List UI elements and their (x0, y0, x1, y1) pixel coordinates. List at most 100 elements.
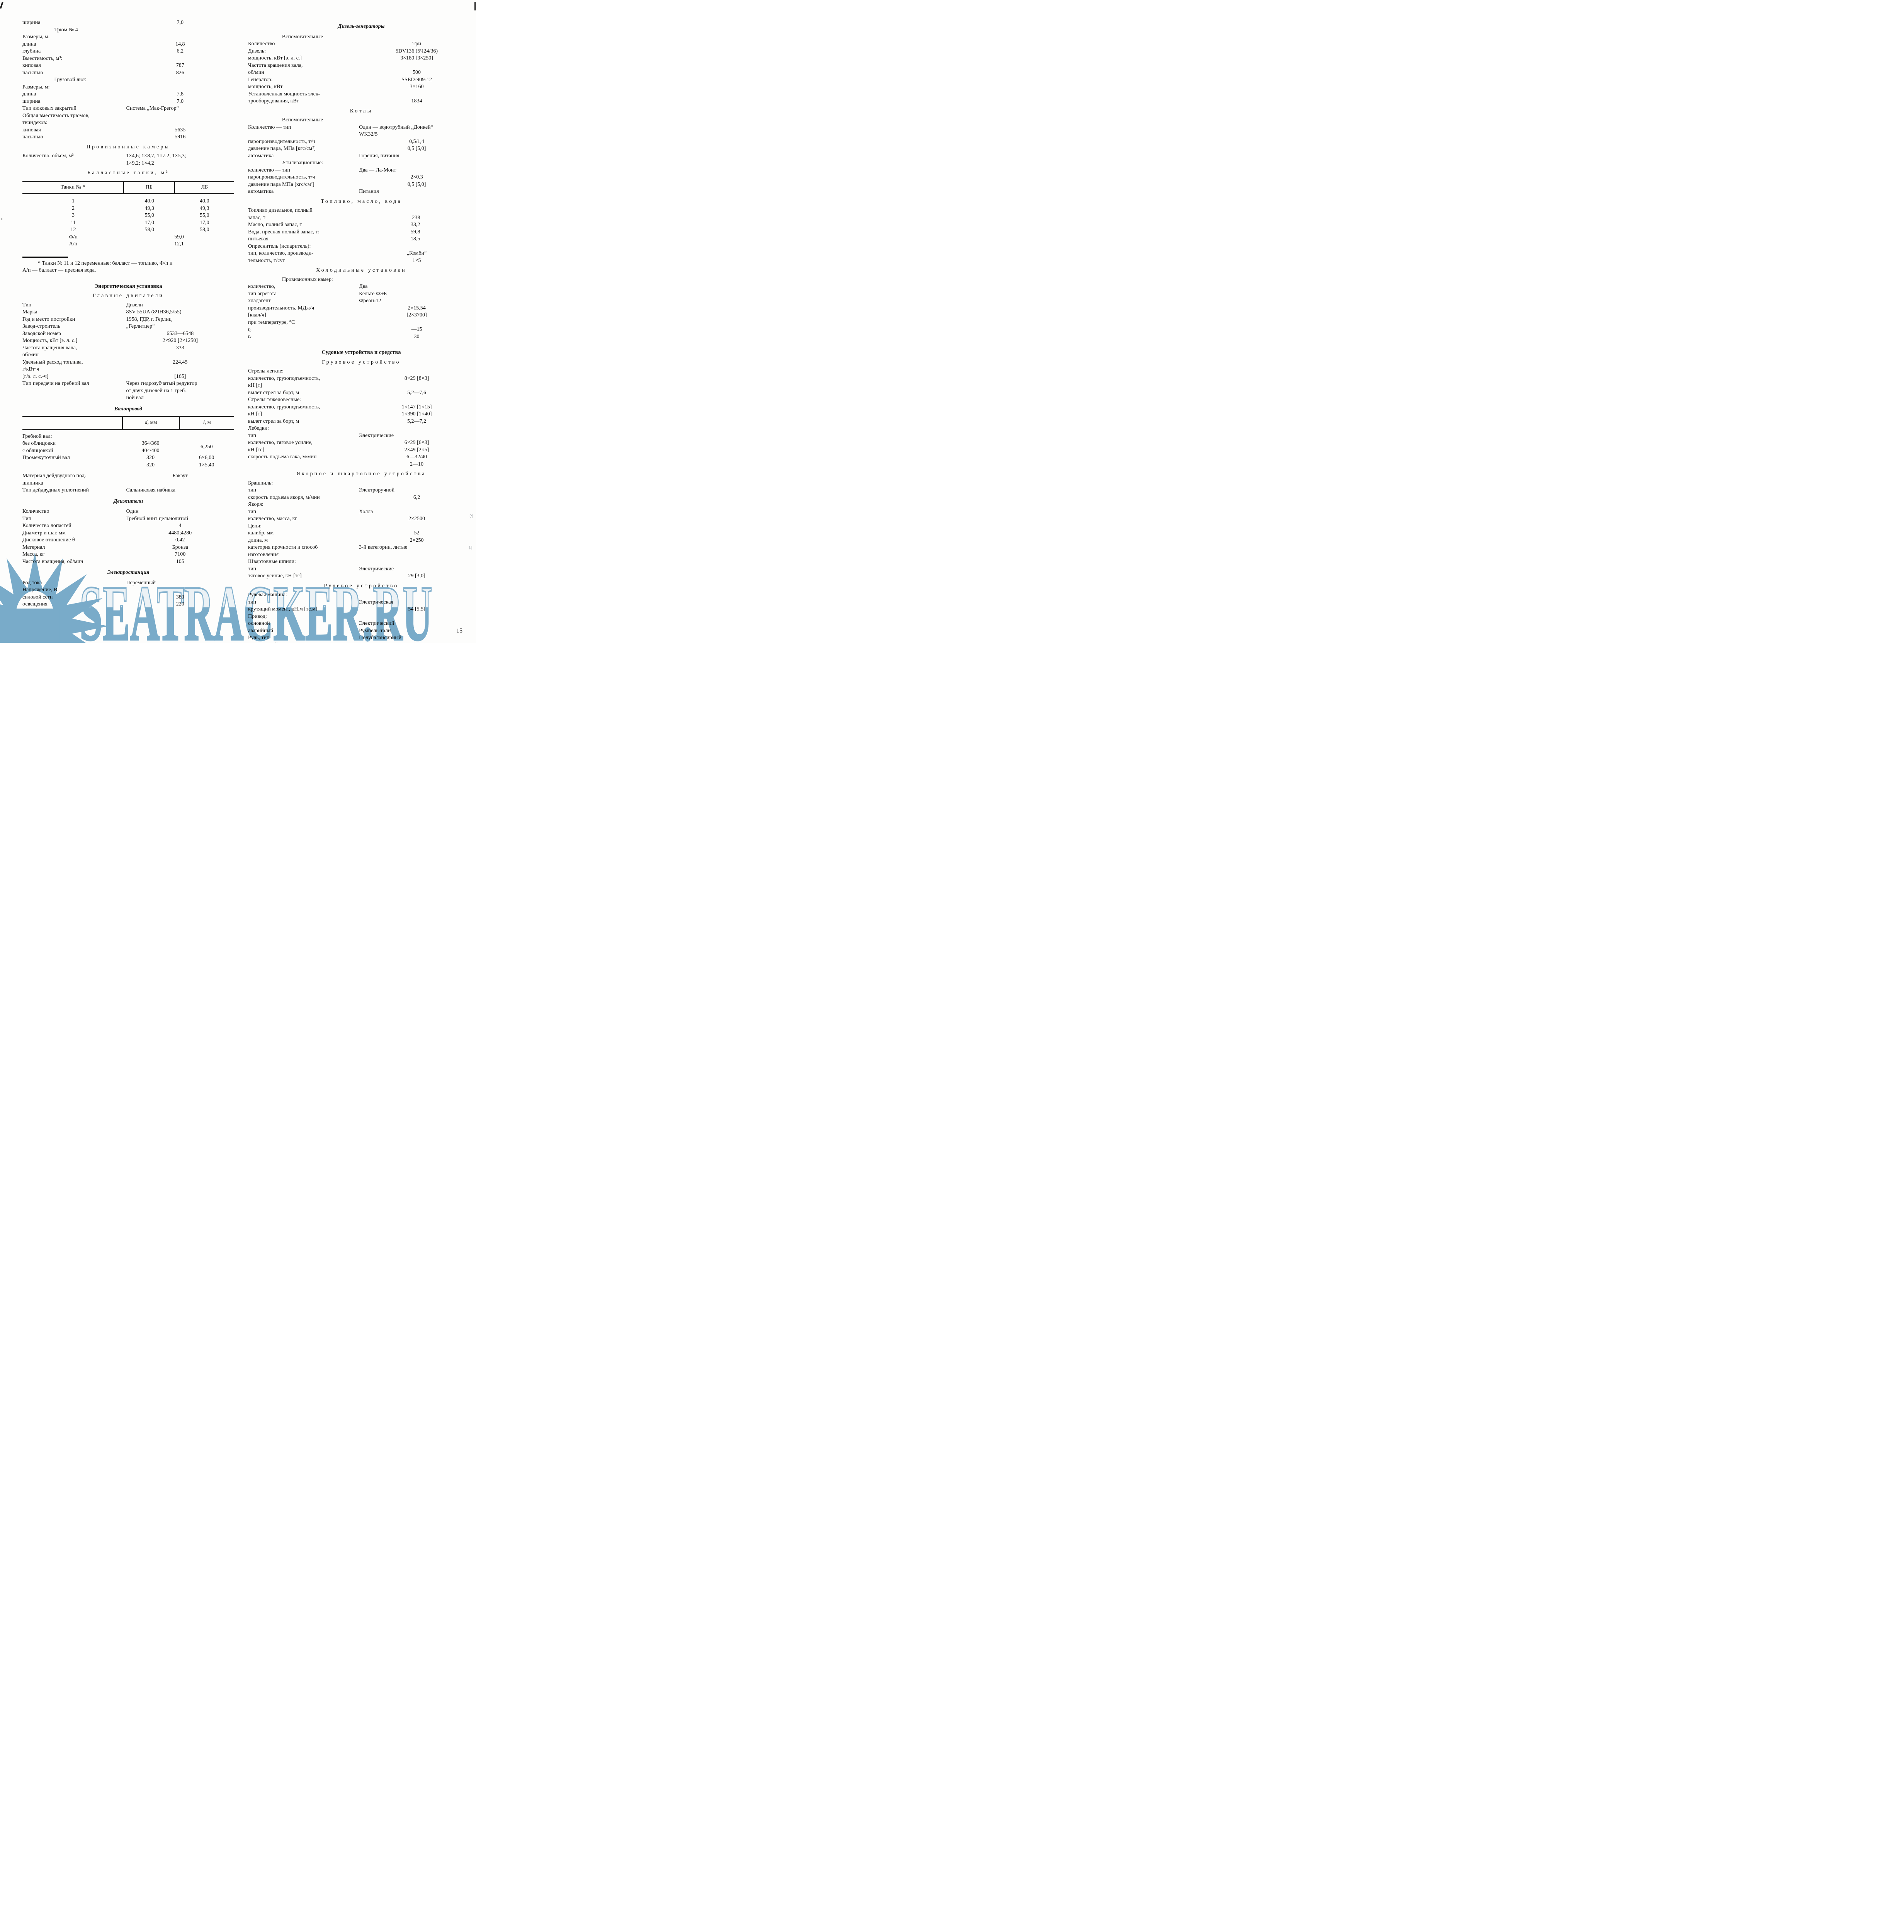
row-label: производительность, МДж/ч (248, 305, 314, 311)
spec-row: тип Электроручной (248, 487, 474, 494)
row-value: Переменный (126, 580, 156, 586)
subsection-heading: Главные двигатели (92, 293, 164, 299)
row-label: Вместимость, м³: (22, 55, 63, 61)
row-value: Три (412, 41, 421, 47)
table-header-symbol: d (144, 420, 148, 425)
row-label: паропроизводительность, т/ч (248, 174, 315, 180)
spec-row: Масса, кг 7100 (22, 551, 234, 558)
row-label: Установленная мощность элек- трооборудов… (248, 91, 320, 104)
spec-row: Материал дейдвудного под- шипника Бакаут (22, 473, 234, 487)
row-value: SSED-909-12 (401, 77, 432, 83)
spec-row: насыпью 5916 (22, 134, 234, 141)
content-columns: ширина 7,0 Трюм № 4 Размеры, м: длина 14,8 глу… (0, 0, 476, 643)
row-value: 0,5 [5,0] (407, 181, 426, 187)
spec-row: Лебедки: (248, 425, 474, 432)
spec-row: количество, грузоподъемность, кН [т] 1×14… (248, 404, 474, 418)
spec-row: Напряжение, В: (22, 587, 234, 594)
row-label: количество, грузоподъемность, кН [т] (248, 375, 320, 389)
spec-row: Диаметр и шаг, мм 4480;4280 (22, 530, 234, 537)
table-cell (22, 462, 122, 469)
spec-row: Мощность, кВт [э. л. с.] 2×920 [2×1250] (22, 337, 234, 345)
spec-row: Частота вращения, об/мин 105 (22, 558, 234, 566)
row-value: 0,5 [5,0] (407, 146, 426, 151)
row-value: 7,8 (177, 91, 184, 97)
spec-row: освещения 220 (22, 601, 234, 608)
spec-row: давление пара, МПа [кгс/см²] 0,5 [5,0] (248, 145, 474, 153)
spec-row: вылет стрел за борт, м 5,2—7,6 (248, 389, 474, 397)
spec-row: категория прочности и способ изготовлени… (248, 544, 474, 558)
spec-row: [ккал/ч] [2×3700] (248, 312, 474, 319)
spec-row: количество, грузоподъемность, кН [т] 8×29… (248, 375, 474, 389)
spec-row: Год и место постройки 1958, ГДР, г. Герли… (22, 316, 234, 323)
row-label: [г/э. л. с.-ч] (22, 373, 49, 379)
table-cell: 404/400 (141, 447, 160, 454)
spec-row: Брашпиль: (248, 480, 474, 487)
row-label: Тип передачи на гребной вал (22, 381, 89, 386)
row-value: 54 [5,5] (408, 606, 425, 612)
spec-row: Материал Бронза (22, 544, 234, 551)
row-value: 29 [3,0] (408, 573, 425, 579)
spec-row: Общая вместимость трюмов, твиндеков: (22, 112, 234, 127)
row-value: 2×250 (410, 537, 424, 543)
row-label: [ккал/ч] (248, 312, 266, 318)
row-label: Год и место постройки (22, 316, 75, 322)
row-value: 59,8 (410, 229, 420, 235)
spec-row: Швартовные шпили: (248, 558, 474, 566)
table-cell: Ф/п (69, 234, 78, 240)
spec-row: Частота вращения вала, об/мин 500 (248, 62, 474, 77)
row-value: 4480;4280 (168, 530, 192, 536)
spec-row: давление пара МПа [кгс/см²] 0,5 [5,0] (248, 181, 474, 189)
table-cell: 6×6,00 (199, 455, 214, 461)
table-cell: 11 (70, 219, 76, 226)
row-value: 3×180 [3×250] (400, 55, 433, 61)
row-label: освещения (22, 601, 48, 607)
spec-row: мощность, кВт 3×160 (248, 83, 474, 91)
spec-row: киповая 5635 (22, 127, 234, 134)
row-label: длина (22, 41, 36, 47)
row-label: глубина (22, 48, 41, 54)
row-value: 7,0 (177, 98, 184, 104)
spec-row: Тип Дизели (22, 302, 234, 309)
row-label: основной (248, 621, 270, 626)
row-label: Диаметр и шаг, мм (22, 530, 66, 536)
spec-row: Род тока Переменный (22, 580, 234, 587)
row-value: Один — водотрубный „Донкей“ WK32/5 (359, 124, 433, 138)
spec-row: длина 7,8 (22, 91, 234, 98)
subsection-heading: Холодильные установки (316, 267, 406, 273)
row-label: количество, масса, кг (248, 516, 298, 522)
spec-row: тип Холла (248, 509, 474, 516)
row-value: Фреон-12 (359, 298, 381, 304)
footnote-separator (22, 256, 68, 258)
row-value: АБР-1 (359, 642, 474, 643)
row-value: 1×147 [1×15] 1×390 [1×40] (401, 404, 432, 417)
spec-row: тип, количество, производи- тельность, т… (248, 250, 474, 264)
table-header-cell: ЛБ (201, 184, 208, 190)
spec-row: [г/э. л. с.-ч] [165] (22, 373, 234, 381)
left-column: ширина 7,0 Трюм № 4 Размеры, м: длина 14,8 глу… (22, 19, 234, 643)
row-value: Дизели (126, 302, 143, 308)
table-row: 11 17,0 17,0 (22, 219, 234, 227)
row-value: 5916 (175, 134, 186, 140)
row-label: Опреснитель (испаритель): (248, 243, 311, 249)
row-label: Тип дейдвудных уплотнений (22, 487, 89, 493)
row-label: Марка (22, 309, 37, 315)
row-label: Общая вместимость трюмов, твиндеков: (22, 112, 90, 126)
row-value: 2×2500 (408, 516, 425, 522)
spec-row: Якоря: (248, 501, 474, 509)
group-label: Трюм № 4 (54, 27, 78, 33)
footnote: * Танки № 11 и 12 переменные: балласт — … (22, 256, 234, 274)
spec-row: аварийный Румпель-тали (248, 628, 474, 635)
row-label: насыпью (22, 70, 43, 76)
subsection-heading: Рулевое устройство (324, 583, 399, 589)
row-value: Румпель-тали (359, 628, 391, 634)
table-header-cell: Танки № * (22, 182, 124, 193)
spec-row: вылет стрел за борт, м 5,2—7,2 (248, 418, 474, 425)
row-label: автоматика (248, 153, 274, 159)
spec-row: Частота вращения вала, об/мин 333 (22, 345, 234, 359)
spec-row: калибр, мм 52 (248, 530, 474, 537)
row-label: тип (248, 566, 257, 572)
table-header-row: Танки № * ПБ ЛБ (22, 182, 234, 194)
row-label: Дизель: (248, 48, 266, 54)
section-heading: Энергетическая установка (94, 283, 162, 289)
row-value: Электрический (359, 621, 394, 626)
